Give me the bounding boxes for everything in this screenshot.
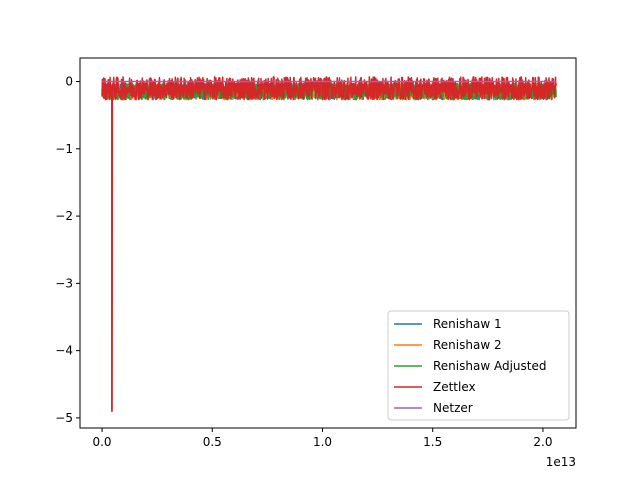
legend-frame [387, 310, 570, 421]
y-tick-label: 0 [65, 75, 73, 89]
plot-area-frame [79, 57, 577, 429]
legend-label: Renishaw 1 [433, 317, 502, 331]
x-tick-label: 0.5 [203, 435, 222, 449]
x-tick-label: 1.0 [313, 435, 332, 449]
legend-label: Renishaw 2 [433, 338, 502, 352]
legend-label: Renishaw Adjusted [433, 359, 546, 373]
x-tick-label: 1.5 [423, 435, 442, 449]
y-axis: 0 −1 −2 −3 −4 −5 [55, 75, 80, 425]
y-tick-label: −5 [55, 411, 73, 425]
series-layer [101, 76, 557, 412]
y-tick-label: −3 [55, 276, 73, 290]
x-tick-label: 0.0 [92, 435, 111, 449]
x-axis: 0.0 0.5 1.0 1.5 2.0 [92, 428, 552, 449]
y-tick-label: −2 [55, 209, 73, 223]
y-tick-label: −4 [55, 344, 73, 358]
legend-label: Netzer [433, 401, 473, 415]
x-tick-label: 2.0 [533, 435, 552, 449]
x-offset-label: 1e13 [546, 455, 576, 469]
y-tick-label: −1 [55, 142, 73, 156]
legend-label: Zettlex [433, 380, 476, 394]
legend: Renishaw 1 Renishaw 2 Renishaw Adjusted Zet… [387, 310, 570, 421]
series-line-zettlex [101, 76, 557, 412]
